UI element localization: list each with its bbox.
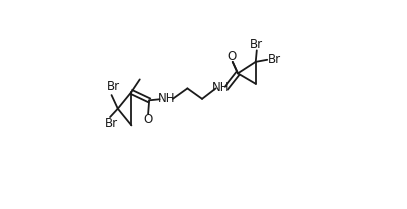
Text: O: O bbox=[227, 50, 236, 63]
Text: Br: Br bbox=[105, 117, 118, 130]
Text: Br: Br bbox=[250, 38, 263, 51]
Text: NH: NH bbox=[212, 82, 230, 94]
Text: O: O bbox=[144, 113, 153, 126]
Text: Br: Br bbox=[107, 80, 120, 93]
Text: Br: Br bbox=[268, 53, 281, 66]
Text: NH: NH bbox=[158, 92, 176, 105]
